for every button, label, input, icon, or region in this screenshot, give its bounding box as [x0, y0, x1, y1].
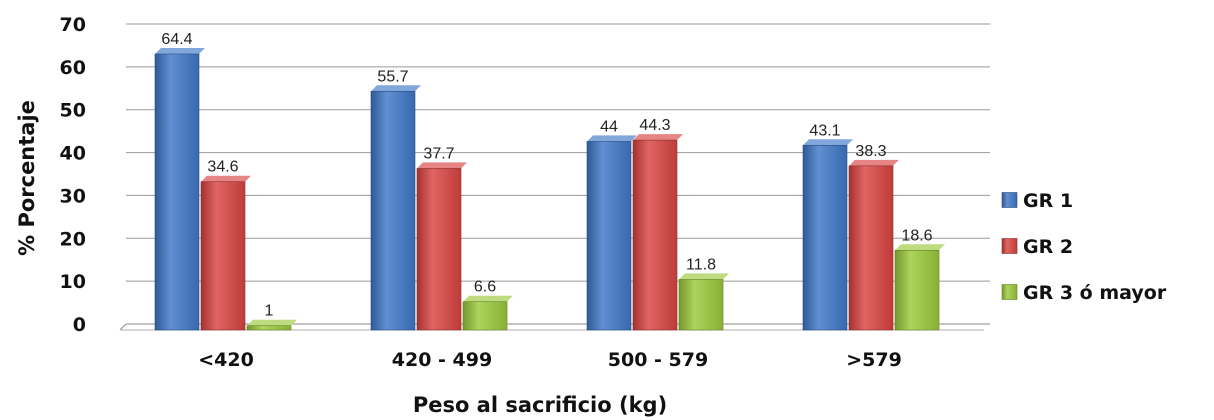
legend-label: GR 3 ó mayor [1023, 282, 1167, 304]
data-label: 18.6 [901, 227, 932, 244]
bar-top [849, 159, 899, 166]
bar-top [247, 319, 297, 326]
x-tick-label: 420 - 499 [392, 349, 492, 371]
y-tick-label: 60 [60, 57, 86, 79]
data-label: 64.4 [161, 31, 192, 48]
y-tick-label: 50 [60, 100, 86, 122]
bar-top [155, 48, 205, 54]
bars [154, 48, 945, 331]
x-tick-label: 500 - 579 [608, 349, 708, 371]
data-label: 37.7 [423, 145, 454, 162]
bar [462, 301, 508, 331]
data-label: 43.1 [809, 122, 840, 139]
x-axis-title: Peso al sacrificio (kg) [413, 393, 667, 417]
bar-top [463, 295, 513, 302]
axis-depth-line [119, 323, 127, 331]
y-tick-label: 30 [60, 185, 86, 207]
bar-top [371, 85, 421, 92]
bar [586, 141, 632, 331]
bar [154, 53, 200, 331]
bar-top [895, 244, 945, 251]
y-tick-label: 0 [73, 314, 86, 336]
x-tick-label: <420 [198, 349, 254, 371]
data-label: 11.8 [686, 256, 716, 273]
bar-top [679, 273, 729, 280]
y-tick-label: 40 [60, 143, 86, 165]
bar [416, 168, 462, 331]
bar [678, 279, 724, 331]
bar-top [803, 139, 853, 146]
legend-label: GR 2 [1023, 236, 1073, 258]
bar [848, 165, 894, 331]
x-tick-label: >579 [846, 349, 902, 371]
data-label: 34.6 [207, 159, 238, 176]
data-label: 1 [265, 303, 274, 320]
y-axis-title: % Porcentaje [15, 100, 39, 256]
bar [632, 139, 678, 331]
data-label: 44 [600, 118, 618, 135]
bar-top [201, 175, 251, 182]
bar-top [633, 134, 683, 141]
legend-swatch [1001, 238, 1018, 254]
bar [370, 90, 416, 331]
axes: 0 10 20 30 40 50 60 70 <420 420 - 499 500 - 579 >57… [60, 14, 902, 371]
bar [802, 144, 848, 331]
y-tick-label: 70 [60, 14, 86, 36]
legend-swatch [1001, 192, 1018, 208]
bar [246, 325, 292, 331]
data-label: 44.3 [639, 117, 670, 134]
y-tick-label: 20 [60, 228, 86, 250]
bar-top [587, 135, 637, 142]
data-label: 6.6 [474, 279, 496, 296]
legend-swatch [1001, 284, 1018, 300]
bar [894, 249, 940, 331]
data-labels: 64.4 34.6 1 55.7 37.7 6.6 44 44.3 11.8 43.1 38.3 18… [161, 31, 932, 320]
bar [200, 181, 246, 331]
data-label: 55.7 [377, 68, 408, 85]
y-tick-label: 10 [60, 271, 86, 293]
legend-label: GR 1 [1023, 190, 1073, 212]
legend: GR 1 GR 2 GR 3 ó mayor [1001, 190, 1167, 304]
data-label: 38.3 [855, 143, 886, 160]
bar-top [417, 162, 467, 169]
